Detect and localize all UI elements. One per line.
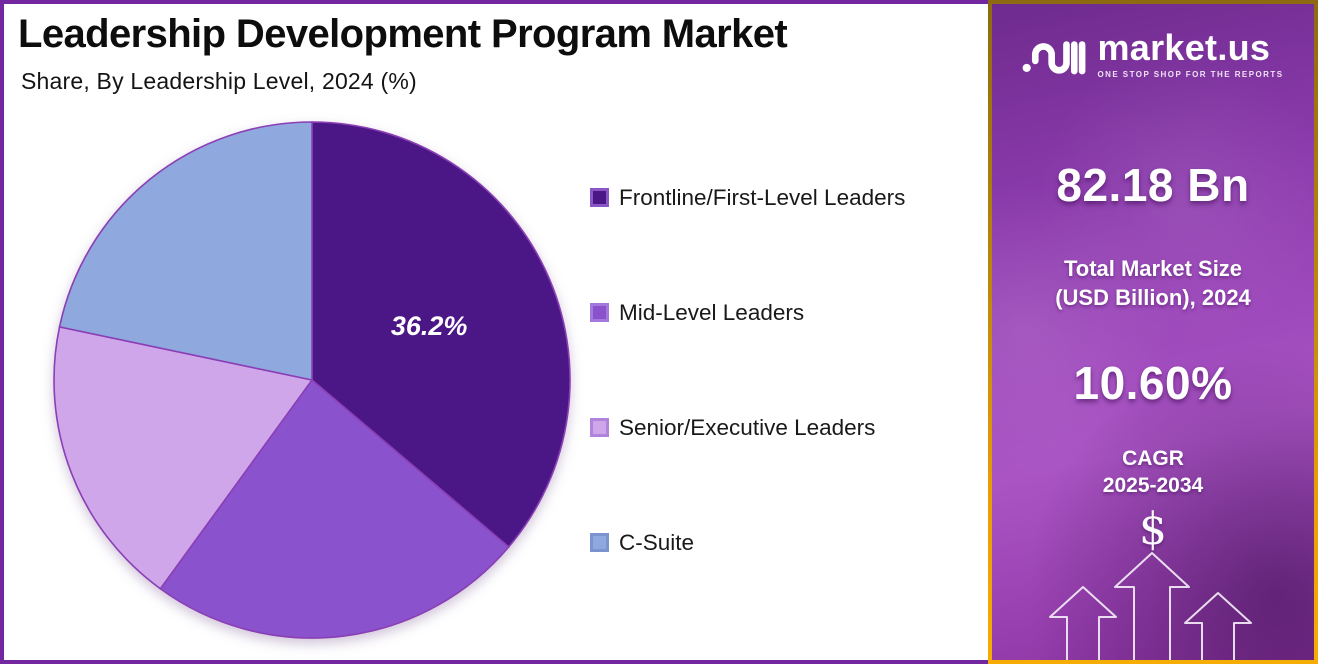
legend-swatch [590,188,609,207]
legend-item: Mid-Level Leaders [590,299,905,326]
cagr-value: 10.60% [1073,357,1233,409]
market-size-label-line1: Total Market Size [1063,256,1243,281]
legend-item: Frontline/First-Level Leaders [590,184,905,211]
legend-label: Mid-Level Leaders [619,299,805,325]
pie-slice [53,325,314,590]
market-size-label: Total Market Size (USD Billion), 2024 [992,255,1314,312]
page-title: Leadership Development Program Market [18,12,788,56]
pie-slice-label: 36.2% [391,311,468,341]
legend-item: Senior/Executive Leaders [590,414,905,441]
brand-logo: market.us ONE STOP SHOP FOR THE REPORTS [992,30,1314,79]
brand-logo-text: market.us ONE STOP SHOP FOR THE REPORTS [1097,27,1284,80]
chart-subtitle: Share, By Leadership Level, 2024 (%) [21,68,417,94]
cagr-label-line2: 2025-2034 [1102,474,1204,498]
sidebar-background: market.us ONE STOP SHOP FOR THE REPORTS … [992,4,1314,660]
brand-name: market.us [1097,27,1271,68]
sidebar: market.us ONE STOP SHOP FOR THE REPORTS … [988,0,1318,664]
legend-label: C-Suite [619,529,695,555]
legend-item: C-Suite [590,529,905,556]
market-size-value: 82.18 Bn [1056,159,1250,211]
legend-swatch [590,533,609,552]
market-size-label-line2: (USD Billion), 2024 [1055,284,1251,310]
growth-arrows-icon [1049,552,1252,660]
pie-chart: 36.2% [53,121,571,639]
dollar-symbol: $ [1139,504,1167,555]
cagr-label-line1: CAGR [1122,447,1184,470]
pie-slice [159,378,510,639]
pie-slice [311,121,571,549]
pie-slice [58,121,313,381]
legend-swatch [590,418,609,437]
legend-label: Frontline/First-Level Leaders [619,184,906,210]
cagr-label: CAGR 2025-2034 [992,445,1314,500]
brand-tagline: ONE STOP SHOP FOR THE REPORTS [1097,70,1284,79]
chart-panel: Leadership Development Program Market Sh… [0,0,988,664]
legend-label: Senior/Executive Leaders [619,414,876,440]
brand-logo-icon [1023,41,1086,75]
legend: Frontline/First-Level Leaders Mid-Level L… [590,184,905,556]
legend-swatch [590,303,609,322]
